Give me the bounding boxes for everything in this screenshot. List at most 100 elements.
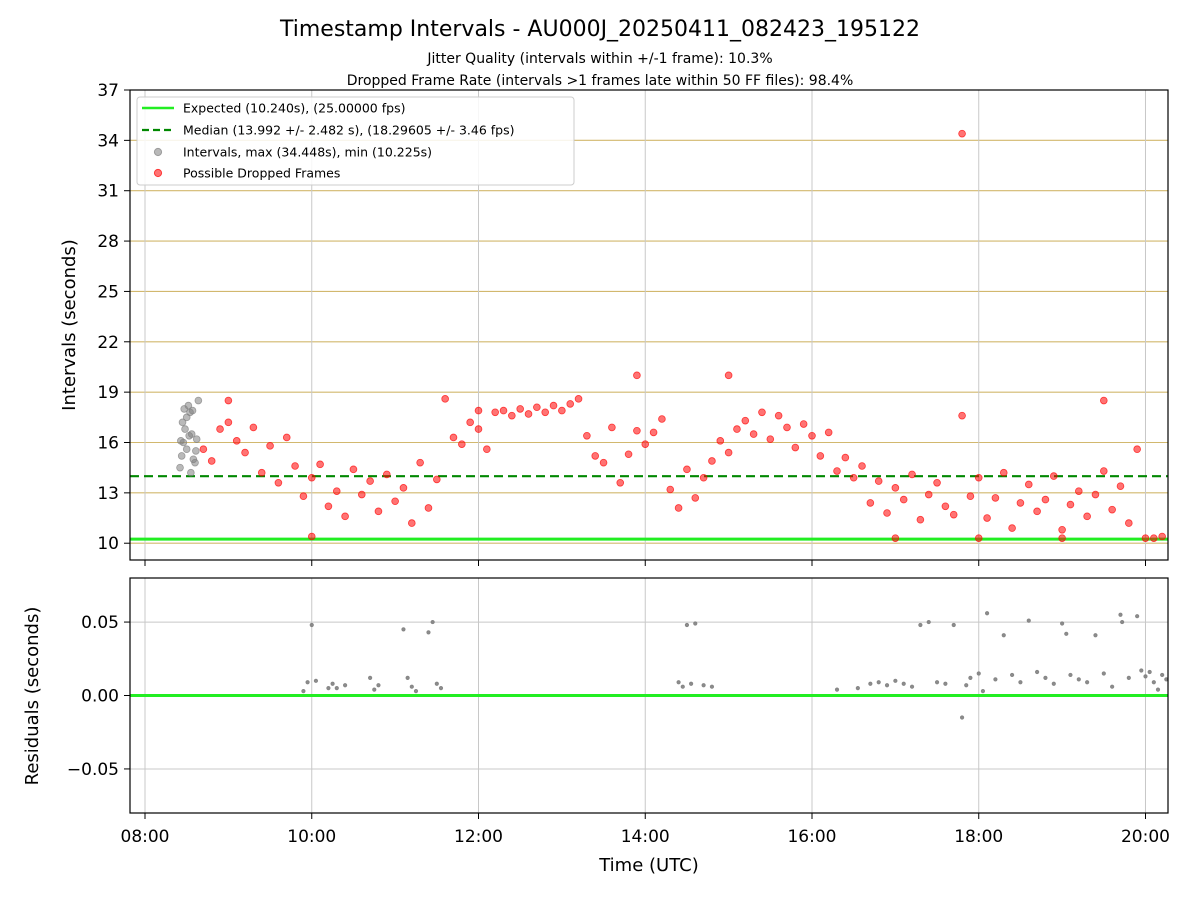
- data-point: [676, 680, 681, 685]
- data-point: [1051, 681, 1056, 686]
- residuals-y-axis-label: Residuals (seconds): [22, 607, 43, 786]
- data-point: [983, 514, 991, 522]
- data-point: [232, 437, 241, 445]
- data-point: [1147, 669, 1152, 675]
- data-point: [908, 470, 916, 479]
- data-point: [566, 400, 575, 408]
- data-point: [357, 490, 366, 499]
- data-point: [783, 423, 791, 432]
- data-point: [1100, 467, 1108, 475]
- data-point: [741, 416, 750, 425]
- data-point: [1033, 507, 1041, 516]
- data-point: [224, 396, 233, 405]
- data-point: [1158, 532, 1166, 541]
- data-point: [1155, 687, 1161, 692]
- data-point: [964, 683, 969, 688]
- data-point: [959, 715, 965, 720]
- data-point: [733, 425, 741, 433]
- data-point: [474, 406, 483, 415]
- data-point: [316, 460, 324, 469]
- data-point: [1116, 482, 1125, 490]
- data-point: [257, 468, 266, 477]
- data-point: [405, 675, 410, 680]
- data-point: [891, 484, 900, 492]
- data-point: [691, 494, 700, 502]
- data-point: [1139, 668, 1144, 673]
- y-tick-label: 34: [97, 131, 119, 151]
- data-point: [699, 473, 708, 482]
- data-point: [974, 473, 983, 482]
- data-point: [876, 680, 881, 685]
- data-point: [424, 504, 433, 512]
- data-point: [1001, 633, 1006, 638]
- data-point: [901, 681, 906, 686]
- data-point: [758, 408, 766, 417]
- data-point: [192, 447, 200, 455]
- data-point: [1120, 619, 1125, 625]
- data-point: [858, 462, 866, 470]
- data-point: [716, 437, 725, 445]
- data-point: [1091, 490, 1100, 499]
- data-point: [382, 470, 391, 479]
- data-point: [883, 509, 891, 517]
- intervals-y-ticks: 10 13 16 19 22 25 28 31 34 37: [97, 81, 130, 554]
- data-point: [766, 435, 775, 443]
- data-point: [334, 686, 339, 691]
- data-point: [341, 512, 349, 521]
- data-point: [1024, 480, 1033, 489]
- data-point: [178, 418, 187, 427]
- data-point: [192, 435, 201, 443]
- data-point: [372, 687, 377, 692]
- legend-dropped-swatch: [153, 168, 163, 178]
- data-point: [1093, 633, 1098, 638]
- y-tick-label: 16: [97, 434, 119, 454]
- data-point: [376, 683, 381, 688]
- data-point: [241, 448, 249, 457]
- data-point: [558, 406, 566, 415]
- data-point: [680, 684, 685, 689]
- data-point: [430, 619, 435, 625]
- data-point: [330, 681, 335, 686]
- data-point: [599, 458, 608, 467]
- data-point: [749, 430, 758, 438]
- data-point: [841, 453, 850, 462]
- data-point: [549, 401, 558, 410]
- data-point: [849, 473, 858, 482]
- y-tick-label: 37: [97, 81, 119, 101]
- x-tick-label: 10:00: [287, 827, 336, 847]
- data-point: [993, 677, 998, 682]
- data-point: [999, 468, 1008, 477]
- x-tick-label: 16:00: [787, 827, 836, 847]
- data-point: [399, 484, 408, 492]
- data-point: [413, 688, 419, 694]
- data-point: [701, 683, 706, 688]
- data-point: [408, 519, 416, 527]
- data-point: [307, 473, 316, 482]
- data-point: [689, 681, 694, 686]
- data-point: [1068, 672, 1073, 678]
- data-point: [941, 502, 950, 511]
- data-point: [409, 684, 414, 689]
- data-point: [591, 452, 600, 460]
- data-point: [426, 630, 431, 635]
- legend-box: [136, 96, 575, 186]
- y-tick-label: 22: [97, 333, 119, 353]
- data-point: [934, 680, 940, 685]
- data-point: [1009, 672, 1015, 678]
- data-point: [1058, 525, 1066, 534]
- data-point: [1008, 524, 1016, 532]
- x-axis-label: Time (UTC): [598, 855, 699, 876]
- data-point: [684, 622, 690, 628]
- data-point: [893, 678, 898, 683]
- data-point: [1018, 680, 1023, 685]
- data-point: [1160, 672, 1165, 678]
- data-point: [177, 452, 186, 460]
- data-point: [1083, 512, 1091, 521]
- data-point: [1108, 505, 1116, 514]
- data-point: [874, 477, 883, 485]
- y-tick-label: 31: [97, 182, 119, 202]
- data-point: [374, 507, 383, 516]
- legend-intervals-label: Intervals, max (34.448s), min (10.225s): [183, 145, 432, 160]
- y-tick-label: 25: [97, 282, 119, 302]
- data-point: [943, 681, 948, 686]
